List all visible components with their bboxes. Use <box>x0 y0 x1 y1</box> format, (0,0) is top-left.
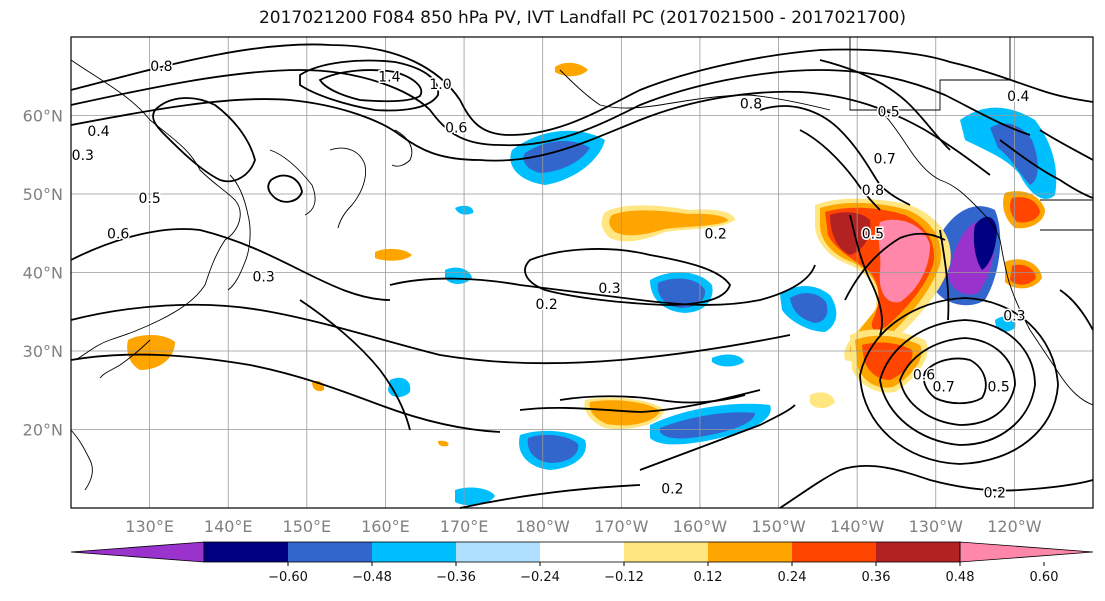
shade-orange-mid-inner <box>609 210 728 236</box>
map-gridlines <box>71 37 1093 508</box>
colorbar-tick-label: −0.48 <box>352 570 392 585</box>
lat-label: 40°N <box>23 264 63 283</box>
contour-label: 0.3 <box>598 281 620 297</box>
colorbar-tick-label: 0.36 <box>862 570 891 585</box>
colorbar-segment <box>456 542 541 562</box>
lon-label: 140°W <box>830 517 885 536</box>
shade-navy-coast <box>973 216 997 270</box>
colorbar-segment <box>288 542 373 562</box>
shade-warm-small4 <box>438 440 449 447</box>
shade-warm-big-brick <box>830 212 871 255</box>
contour-label: 0.6 <box>445 120 467 136</box>
shade-blue-mid2-inner <box>790 293 828 323</box>
colorbar-segment <box>708 542 793 562</box>
contour-label: 1.4 <box>378 69 400 85</box>
latitude-labels: 60°N 50°N 40°N 30°N 20°N <box>23 107 63 440</box>
contour-label: 0.3 <box>72 148 94 164</box>
shade-blue-small2 <box>388 377 411 398</box>
contour-label: 0.5 <box>862 226 884 242</box>
longitude-labels: 130°E 140°E 150°E 160°E 170°E 180°W 170°W 160°W… <box>125 517 1041 536</box>
colorbar-tick-label: −0.12 <box>604 570 644 585</box>
shade-blue-goa-inner <box>990 123 1038 185</box>
lat-label: 60°N <box>23 107 63 126</box>
contour-label: 0.4 <box>1007 89 1029 105</box>
colorbar-tick-label: 0.12 <box>694 570 723 585</box>
colorbar-tick-label: −0.60 <box>268 570 308 585</box>
contour-label: 0.4 <box>87 124 109 140</box>
lat-label: 20°N <box>23 421 63 440</box>
contour-label: 0.2 <box>661 481 683 497</box>
colorbar-segment <box>204 542 289 562</box>
lon-label: 170°E <box>440 517 489 536</box>
colorbar-tick-label: −0.36 <box>436 570 476 585</box>
lon-label: 140°E <box>204 517 253 536</box>
lon-label: 150°W <box>751 517 806 536</box>
colorbar-segment <box>372 542 457 562</box>
contour-label: 0.6 <box>107 226 129 242</box>
lon-label: 160°E <box>361 517 410 536</box>
shade-blue-mid1-inner <box>657 278 706 308</box>
contour-label: 0.7 <box>874 152 896 168</box>
lat-label: 30°N <box>23 342 63 361</box>
map-title: 2017021200 F084 850 hPa PV, IVT Landfall… <box>258 8 906 28</box>
lon-label: 130°W <box>909 517 964 536</box>
contour-labels: 0.81.4 1.00.60.8 0.50.70.80.40.30.40.50.60… <box>70 58 1031 503</box>
contour-label: 1.0 <box>429 77 451 93</box>
contour-label: 0.3 <box>1003 309 1025 325</box>
colorbar-segment <box>792 542 877 562</box>
shade-warm-small3 <box>810 392 835 409</box>
lon-label: 120°W <box>987 517 1042 536</box>
colorbar-extend-min <box>70 541 205 563</box>
shade-warm-west <box>127 334 175 370</box>
colorbar-tick-label: −0.24 <box>520 570 560 585</box>
shade-blue-south2-inner <box>660 412 755 439</box>
shade-blue-small1 <box>445 267 472 284</box>
contour-label: 0.5 <box>138 191 160 207</box>
contour-label: 0.5 <box>988 379 1010 395</box>
pv-contours <box>70 43 1094 509</box>
colorbar-tick-label: 0.60 <box>1030 570 1059 585</box>
colorbar-segment <box>876 542 961 562</box>
shade-blue-south1-inner <box>527 434 579 463</box>
contour-label: 0.2 <box>535 297 557 313</box>
colorbar-tick-label: 0.24 <box>778 570 807 585</box>
contour-label: 0.6 <box>913 368 935 384</box>
lon-label: 150°E <box>283 517 332 536</box>
contour-label: 0.5 <box>877 105 899 121</box>
coastlines <box>70 37 1094 491</box>
shade-warm-east-inner <box>1009 197 1040 223</box>
map-frame <box>70 36 1094 509</box>
colorbar: −0.60 −0.48 −0.36 −0.24 −0.12 0.12 0.24 0.36 0.4… <box>70 541 1094 585</box>
contour-label: 0.2 <box>984 485 1006 501</box>
contour-label: 0.2 <box>705 226 727 242</box>
colorbar-segment <box>540 542 625 562</box>
lat-label: 50°N <box>23 185 63 204</box>
shade-warm-small1 <box>375 248 412 261</box>
shade-warm-east2-inner <box>1010 264 1036 285</box>
lon-label: 180°W <box>516 517 571 536</box>
shade-blue-south3 <box>455 487 495 506</box>
colorbar-outline <box>203 541 961 563</box>
contour-label: 0.8 <box>150 59 172 75</box>
contour-label: 0.7 <box>932 379 954 395</box>
colorbar-extend-max <box>959 541 1094 563</box>
shade-blue-east <box>995 316 1016 332</box>
colorbar-tick-label: 0.48 <box>946 570 975 585</box>
lon-label: 170°W <box>594 517 649 536</box>
lon-label: 160°W <box>673 517 728 536</box>
contour-label: 0.8 <box>740 97 762 113</box>
lon-label: 130°E <box>125 517 174 536</box>
colorbar-segment <box>624 542 709 562</box>
shade-blue-small4 <box>712 354 744 367</box>
shade-blue-nwpac-inner <box>523 141 590 173</box>
shade-warm-south-orange2-inner <box>589 400 660 426</box>
contour-label: 0.8 <box>862 183 884 199</box>
contour-label: 0.3 <box>252 269 274 285</box>
shade-warm-big-pink <box>878 219 930 303</box>
